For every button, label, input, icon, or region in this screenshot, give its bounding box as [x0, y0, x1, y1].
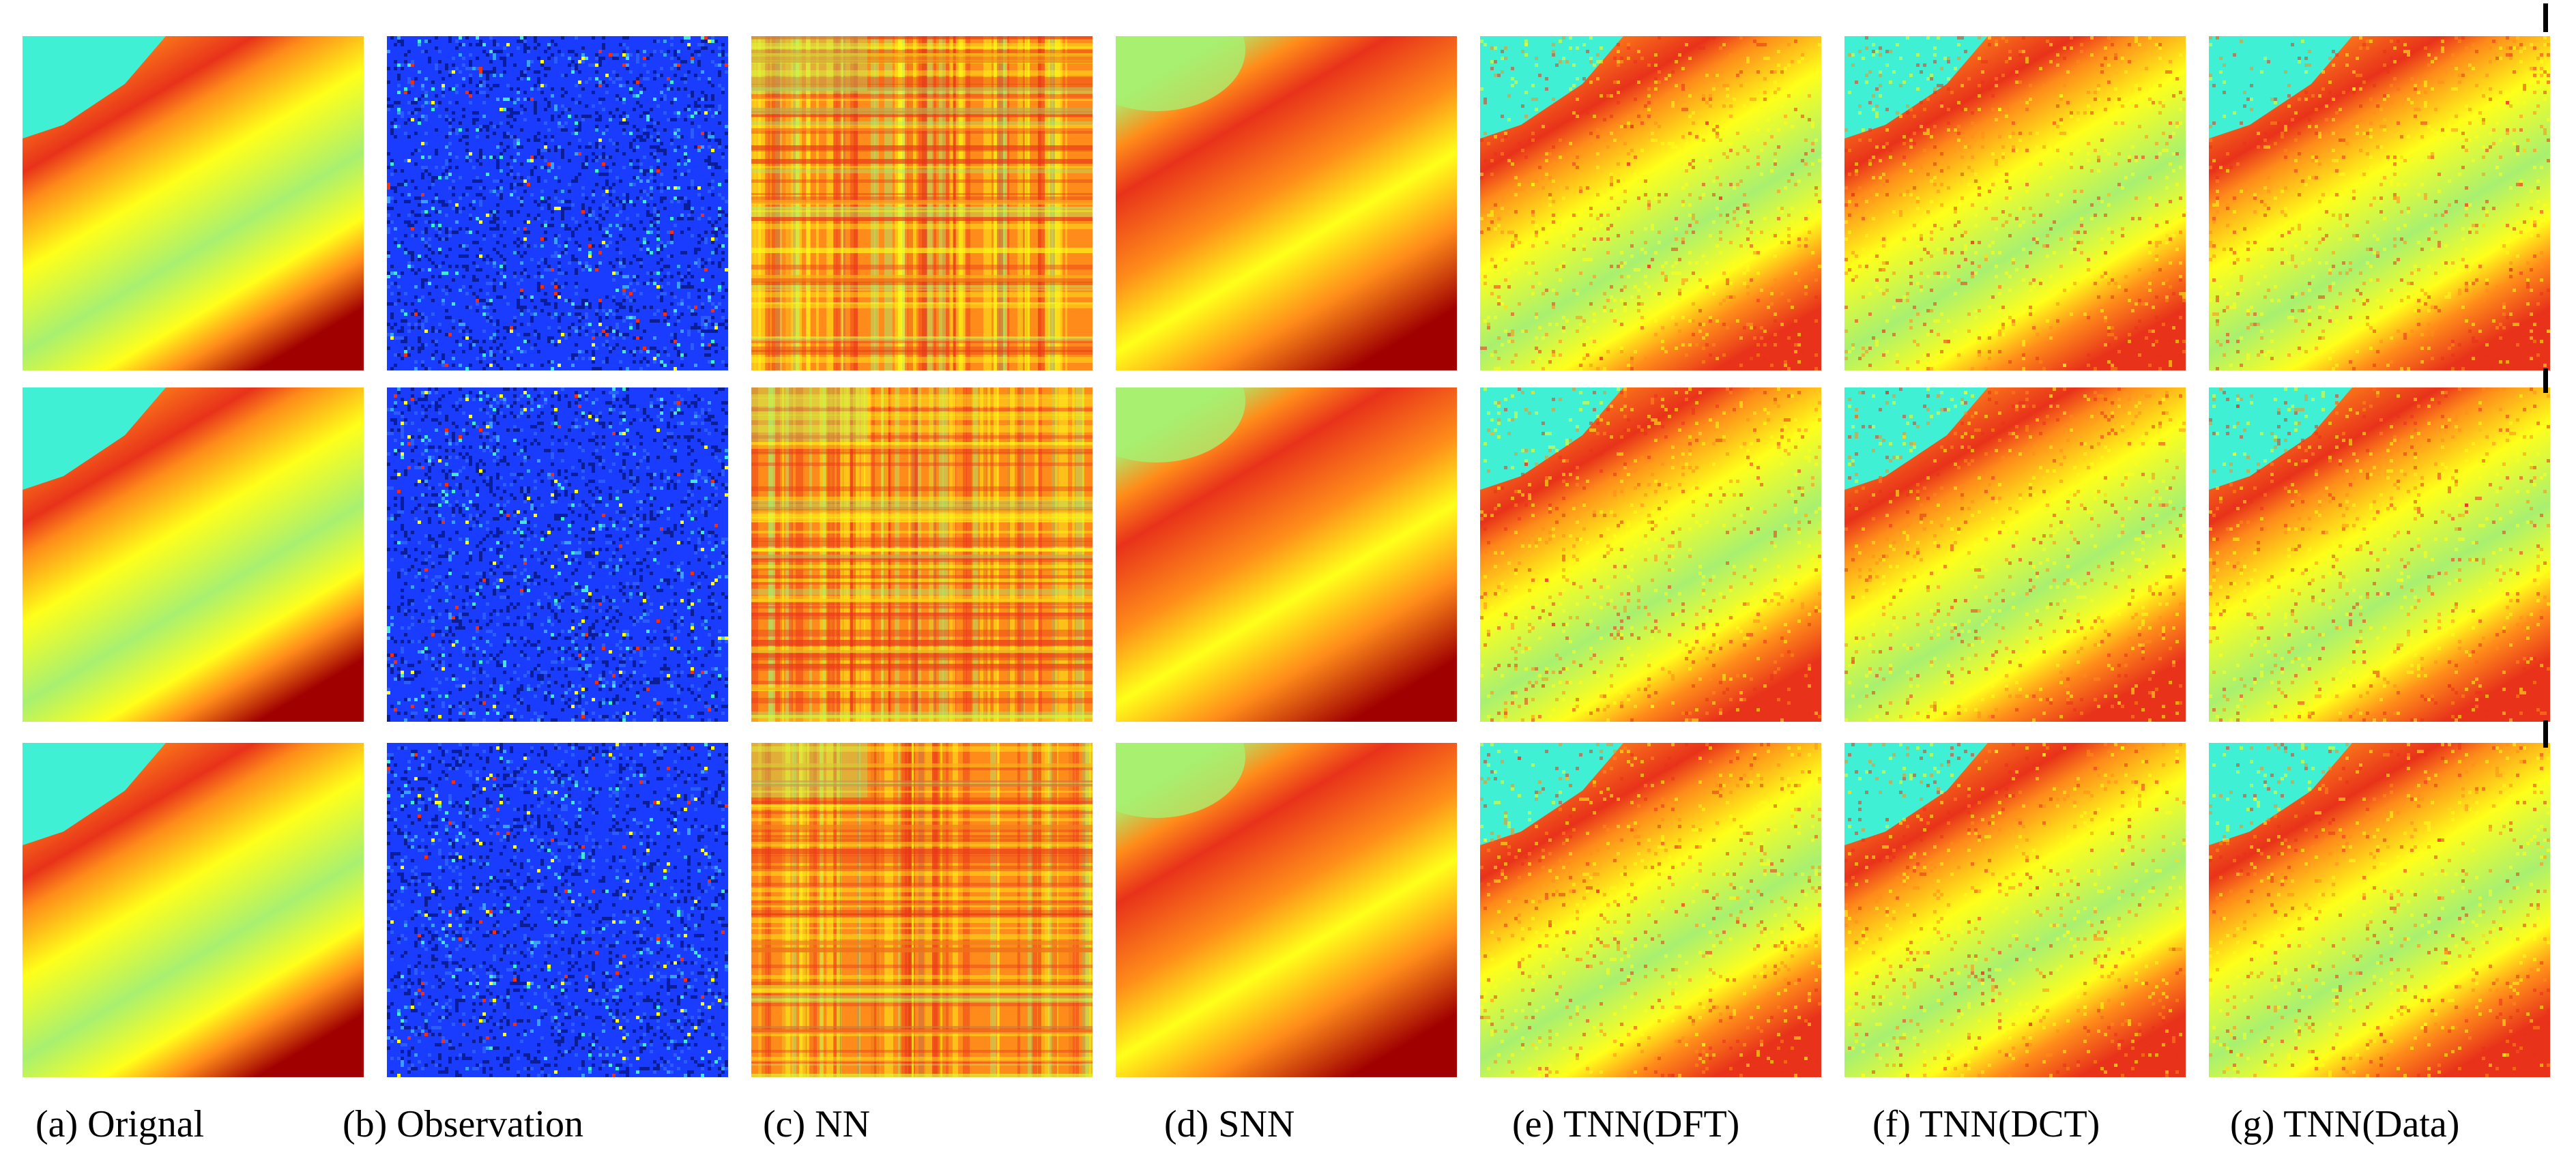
panel-tnn-dct-row-1 — [1844, 36, 2186, 370]
panel-snn-row-1 — [1116, 36, 1457, 370]
heatmap-snn — [1116, 36, 1457, 370]
caption-tnn-dct: (f) TNN(DCT) — [1872, 1103, 2100, 1145]
heatmap-tnn-dct — [1844, 387, 2186, 722]
panel-snn-row-2 — [1116, 387, 1457, 722]
heatmap-tnn-dct — [1844, 36, 2186, 370]
heatmap-observation — [387, 387, 728, 722]
panel-observation-row-3 — [387, 743, 728, 1077]
panel-tnn-dct-row-3 — [1844, 743, 2186, 1077]
panel-original-row-3 — [23, 743, 364, 1077]
panel-observation-row-1 — [387, 36, 728, 370]
heatmap-nn — [751, 36, 1092, 370]
heatmap-snn — [1116, 743, 1457, 1077]
heatmap-original — [23, 387, 364, 722]
caption-snn: (d) SNN — [1164, 1103, 1295, 1145]
panel-tnn-data-row-2 — [2209, 387, 2550, 722]
heatmap-snn — [1116, 387, 1457, 722]
heatmap-tnn-data — [2209, 36, 2550, 370]
heatmap-original — [23, 36, 364, 370]
caption-original: (a) Orignal — [35, 1103, 205, 1145]
heatmap-nn — [751, 387, 1092, 722]
caption-nn: (c) NN — [763, 1103, 871, 1145]
panel-nn-row-2 — [751, 387, 1092, 722]
panel-tnn-data-row-3 — [2209, 743, 2550, 1077]
panel-tnn-dct-row-2 — [1844, 387, 2186, 722]
heatmap-tnn-dft — [1480, 387, 1821, 722]
heatmap-observation — [387, 743, 728, 1077]
heatmap-tnn-dct — [1844, 743, 2186, 1077]
panel-tnn-dft-row-3 — [1480, 743, 1821, 1077]
panel-snn-row-3 — [1116, 743, 1457, 1077]
edge-tick-mark — [2543, 720, 2548, 748]
heatmap-nn — [751, 743, 1092, 1077]
panel-nn-row-1 — [751, 36, 1092, 370]
heatmap-tnn-dft — [1480, 36, 1821, 370]
heatmap-tnn-data — [2209, 387, 2550, 722]
panel-original-row-2 — [23, 387, 364, 722]
panel-original-row-1 — [23, 36, 364, 370]
heatmap-original — [23, 743, 364, 1077]
caption-tnn-dft: (e) TNN(DFT) — [1512, 1103, 1740, 1145]
caption-tnn-data: (g) TNN(Data) — [2230, 1103, 2460, 1145]
edge-tick-mark — [2543, 3, 2548, 32]
heatmap-tnn-data — [2209, 743, 2550, 1077]
heatmap-tnn-dft — [1480, 743, 1821, 1077]
caption-observation: (b) Observation — [343, 1103, 584, 1145]
edge-tick-mark — [2543, 368, 2548, 393]
heatmap-observation — [387, 36, 728, 370]
panel-tnn-data-row-1 — [2209, 36, 2550, 370]
panel-tnn-dft-row-1 — [1480, 36, 1821, 370]
panel-nn-row-3 — [751, 743, 1092, 1077]
panel-observation-row-2 — [387, 387, 728, 722]
panel-tnn-dft-row-2 — [1480, 387, 1821, 722]
